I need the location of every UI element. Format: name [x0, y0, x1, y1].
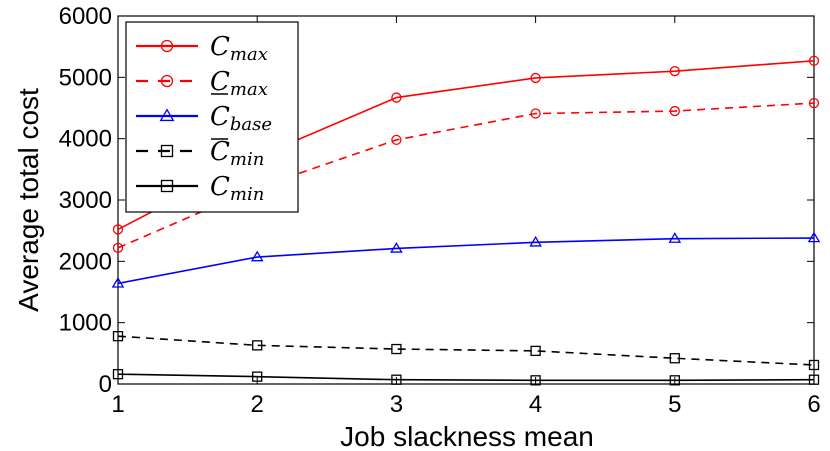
data-point	[808, 97, 820, 109]
data-point	[529, 235, 542, 247]
y-tick-label: 1000	[59, 310, 112, 337]
data-point	[530, 345, 541, 357]
legend-item: Cbase	[136, 102, 272, 135]
data-point	[808, 359, 820, 371]
series-line	[117, 335, 815, 366]
data-point	[530, 72, 541, 84]
data-point	[391, 374, 402, 385]
legend-label: Cbase	[210, 102, 272, 135]
series-line	[117, 237, 815, 285]
legend-marker	[159, 108, 175, 122]
legend-label: Cmax	[210, 32, 268, 65]
legend-item: Cmax	[136, 32, 268, 65]
ticks-layer: 1 2 3 4 5 6 0 1000 2000 3000 4000 5000 6000	[59, 3, 821, 418]
legend-label: Cmin	[210, 137, 264, 170]
x-tick-label: 1	[111, 391, 124, 418]
legend-label: Cmin	[210, 172, 264, 205]
data-point	[668, 232, 682, 243]
legend-item: Cmin	[136, 172, 264, 205]
data-point	[391, 134, 402, 146]
data-point	[391, 343, 402, 355]
legend-marker	[160, 74, 174, 88]
y-tick-label: 5000	[59, 64, 112, 91]
x-tick-label: 2	[251, 391, 264, 418]
data-point	[669, 375, 680, 386]
data-point	[391, 92, 402, 103]
series-3	[112, 331, 820, 371]
data-point	[390, 241, 403, 253]
series-line	[117, 373, 815, 382]
x-tick-label: 5	[668, 391, 681, 418]
y-axis-label: Average total cost	[13, 88, 44, 312]
data-point	[808, 55, 820, 66]
data-point	[111, 276, 125, 288]
legend-marker	[160, 179, 174, 193]
legend-marker	[160, 39, 174, 53]
data-point	[669, 105, 680, 117]
legend-item: Cmin	[136, 137, 264, 170]
data-point	[252, 340, 263, 351]
series-2	[111, 231, 821, 288]
x-axis-label: Job slackness mean	[340, 421, 594, 451]
legend-marker	[160, 144, 174, 158]
data-point	[669, 66, 680, 77]
data-point	[112, 224, 124, 235]
data-point	[530, 375, 541, 386]
y-tick-label: 6000	[59, 3, 112, 30]
y-tick-label: 2000	[59, 248, 112, 275]
data-point	[669, 353, 680, 364]
data-point	[112, 242, 124, 253]
data-point	[112, 331, 124, 342]
x-tick-label: 6	[807, 391, 820, 418]
data-point	[807, 231, 821, 243]
data-point	[250, 250, 264, 262]
legend-item: Cmax	[136, 67, 268, 100]
legend-label: Cmax	[210, 67, 268, 100]
x-tick-label: 3	[390, 391, 403, 418]
y-tick-label: 0	[99, 371, 112, 398]
x-tick-label: 4	[529, 391, 542, 418]
data-point	[530, 108, 541, 119]
y-tick-label: 4000	[59, 126, 112, 153]
y-tick-label: 3000	[59, 187, 112, 214]
